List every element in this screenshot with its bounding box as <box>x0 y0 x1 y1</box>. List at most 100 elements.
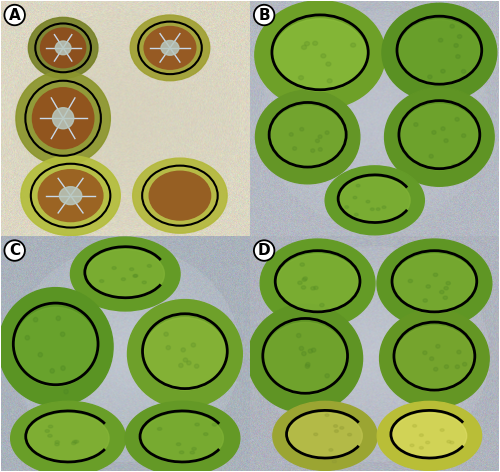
Ellipse shape <box>350 43 356 47</box>
Ellipse shape <box>38 353 42 357</box>
Ellipse shape <box>314 433 318 436</box>
Ellipse shape <box>446 281 450 285</box>
Ellipse shape <box>320 303 324 307</box>
Ellipse shape <box>133 275 137 278</box>
Ellipse shape <box>454 43 458 47</box>
Ellipse shape <box>183 358 188 362</box>
Text: C: C <box>9 243 20 258</box>
Ellipse shape <box>376 208 380 211</box>
Ellipse shape <box>340 427 344 429</box>
Ellipse shape <box>382 3 497 102</box>
Ellipse shape <box>256 90 360 184</box>
Ellipse shape <box>28 17 98 78</box>
Ellipse shape <box>298 76 304 80</box>
Ellipse shape <box>60 332 65 337</box>
Ellipse shape <box>181 348 186 352</box>
Ellipse shape <box>382 206 386 209</box>
Ellipse shape <box>16 71 110 165</box>
Ellipse shape <box>194 364 199 368</box>
Ellipse shape <box>392 413 466 459</box>
Ellipse shape <box>32 88 94 149</box>
Ellipse shape <box>56 41 71 55</box>
Ellipse shape <box>423 299 428 302</box>
Text: A: A <box>9 8 20 23</box>
Ellipse shape <box>302 352 306 356</box>
Ellipse shape <box>456 55 460 59</box>
Ellipse shape <box>356 185 360 187</box>
Ellipse shape <box>270 106 345 168</box>
Ellipse shape <box>325 166 424 235</box>
Ellipse shape <box>56 316 60 320</box>
Ellipse shape <box>332 460 336 463</box>
Ellipse shape <box>186 361 191 365</box>
Ellipse shape <box>462 134 466 137</box>
Ellipse shape <box>428 75 432 79</box>
Ellipse shape <box>311 287 315 290</box>
Text: D: D <box>258 243 270 258</box>
Ellipse shape <box>380 309 489 408</box>
Ellipse shape <box>100 280 104 282</box>
Ellipse shape <box>434 273 438 277</box>
Ellipse shape <box>48 434 52 437</box>
Ellipse shape <box>458 34 462 38</box>
Ellipse shape <box>142 413 224 463</box>
Ellipse shape <box>398 20 480 85</box>
Ellipse shape <box>178 363 183 368</box>
Ellipse shape <box>325 131 329 135</box>
Ellipse shape <box>40 28 86 67</box>
Ellipse shape <box>447 440 451 443</box>
Ellipse shape <box>314 286 318 289</box>
Ellipse shape <box>161 41 179 55</box>
Ellipse shape <box>312 348 316 352</box>
Ellipse shape <box>432 131 436 135</box>
Ellipse shape <box>440 290 444 294</box>
Ellipse shape <box>423 351 427 354</box>
Ellipse shape <box>326 62 331 66</box>
Ellipse shape <box>329 449 333 451</box>
Ellipse shape <box>443 296 448 299</box>
Ellipse shape <box>70 237 180 311</box>
Ellipse shape <box>27 413 109 463</box>
Ellipse shape <box>311 149 314 152</box>
Ellipse shape <box>134 274 138 277</box>
Ellipse shape <box>384 88 494 186</box>
Ellipse shape <box>176 443 180 446</box>
Ellipse shape <box>289 133 293 136</box>
Ellipse shape <box>334 430 338 432</box>
Ellipse shape <box>318 135 322 138</box>
Ellipse shape <box>462 69 466 73</box>
Ellipse shape <box>414 123 418 126</box>
Ellipse shape <box>410 444 414 447</box>
Ellipse shape <box>125 401 240 472</box>
Ellipse shape <box>348 433 352 436</box>
Ellipse shape <box>132 158 227 233</box>
Ellipse shape <box>273 401 377 471</box>
Ellipse shape <box>434 367 438 371</box>
Ellipse shape <box>296 334 301 337</box>
Ellipse shape <box>130 268 134 270</box>
Ellipse shape <box>144 26 196 69</box>
Ellipse shape <box>426 441 430 444</box>
Ellipse shape <box>400 104 478 170</box>
Ellipse shape <box>429 154 434 158</box>
Ellipse shape <box>395 326 473 391</box>
Ellipse shape <box>55 443 59 446</box>
Ellipse shape <box>457 350 461 354</box>
Ellipse shape <box>440 429 444 431</box>
Ellipse shape <box>377 401 482 471</box>
Ellipse shape <box>45 430 50 432</box>
Ellipse shape <box>345 206 348 208</box>
Ellipse shape <box>191 343 196 347</box>
Ellipse shape <box>64 389 68 394</box>
Ellipse shape <box>312 41 318 45</box>
Ellipse shape <box>300 263 304 266</box>
Ellipse shape <box>462 362 466 366</box>
Ellipse shape <box>288 413 362 459</box>
Ellipse shape <box>300 127 304 131</box>
Ellipse shape <box>10 401 126 472</box>
Ellipse shape <box>52 108 74 129</box>
Ellipse shape <box>304 42 310 46</box>
Ellipse shape <box>122 278 126 280</box>
Ellipse shape <box>456 365 460 369</box>
Ellipse shape <box>180 451 184 454</box>
